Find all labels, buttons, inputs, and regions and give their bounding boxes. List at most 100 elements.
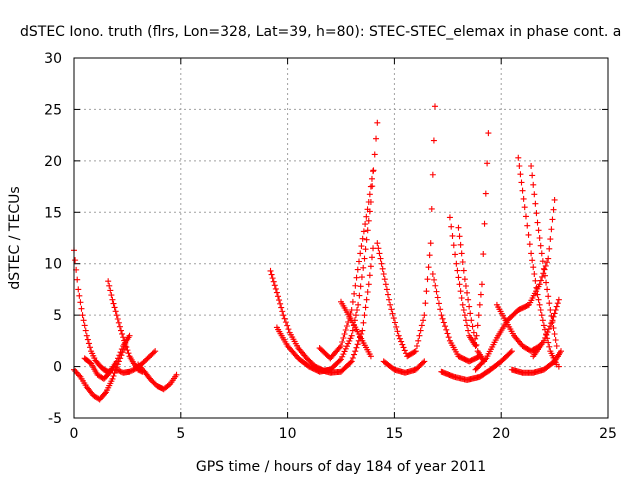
grid-layer	[74, 58, 608, 418]
data-point	[545, 339, 552, 346]
y-tick-label: -5	[48, 411, 62, 427]
data-point	[115, 355, 122, 362]
data-point	[388, 306, 395, 313]
data-point	[424, 276, 431, 283]
data-point	[455, 224, 462, 231]
data-point	[354, 341, 361, 348]
data-point	[152, 348, 159, 355]
data-point	[79, 312, 86, 319]
data-point	[383, 286, 390, 293]
series-8	[273, 119, 381, 375]
data-point	[452, 251, 459, 258]
data-point	[78, 305, 85, 312]
data-point	[363, 296, 370, 303]
data-point	[417, 327, 424, 334]
data-point	[473, 341, 480, 348]
data-point	[474, 322, 481, 329]
data-point	[484, 160, 491, 167]
data-point	[526, 241, 533, 248]
data-point	[464, 289, 471, 296]
data-point	[478, 281, 485, 288]
data-point	[518, 179, 525, 186]
data-point	[443, 326, 450, 333]
data-point	[115, 367, 122, 374]
data-point	[367, 183, 374, 190]
data-point	[352, 348, 359, 355]
data-point	[272, 285, 279, 292]
data-point	[482, 356, 489, 363]
data-point	[543, 259, 550, 266]
data-point	[362, 304, 369, 311]
data-point	[539, 317, 546, 324]
data-point	[360, 319, 367, 326]
y-tick-label: 0	[53, 360, 62, 376]
data-point	[363, 236, 370, 243]
data-point	[138, 365, 145, 372]
data-point	[121, 337, 128, 344]
data-point	[355, 301, 362, 308]
data-point	[541, 272, 548, 279]
data-point	[365, 281, 372, 288]
data-point	[519, 187, 526, 194]
data-point	[351, 290, 358, 297]
data-point	[274, 293, 281, 300]
data-point	[524, 222, 531, 229]
data-point	[461, 276, 468, 283]
data-point	[533, 210, 540, 217]
data-point	[342, 345, 349, 352]
data-point	[116, 352, 123, 359]
data-point	[554, 300, 561, 307]
data-point	[467, 310, 474, 317]
data-point	[425, 264, 432, 271]
data-point	[507, 349, 514, 356]
data-point	[137, 364, 144, 371]
data-point	[113, 312, 120, 319]
data-point	[531, 191, 538, 198]
data-point	[357, 250, 364, 257]
data-point	[375, 245, 382, 252]
data-point	[282, 319, 289, 326]
points-layer	[71, 103, 565, 403]
data-point	[413, 343, 420, 349]
data-point	[106, 282, 113, 289]
data-point	[270, 278, 277, 285]
series-15	[438, 348, 515, 383]
data-point	[341, 331, 348, 337]
data-point	[336, 357, 343, 364]
data-point	[540, 265, 547, 272]
series-16	[446, 130, 492, 349]
data-point	[456, 281, 463, 288]
data-point	[418, 322, 425, 329]
data-point	[529, 172, 536, 179]
data-point	[555, 363, 562, 370]
data-point	[117, 349, 124, 356]
data-point	[454, 267, 461, 274]
data-point	[543, 331, 550, 338]
data-point	[394, 328, 401, 335]
data-point	[537, 307, 544, 313]
x-tick-label: 15	[385, 426, 403, 442]
data-point	[80, 317, 87, 324]
data-point	[458, 295, 465, 301]
data-point	[460, 307, 467, 313]
data-point	[360, 264, 367, 271]
data-point	[422, 300, 429, 307]
data-point	[118, 346, 125, 353]
data-point	[534, 291, 541, 298]
data-point	[466, 303, 473, 310]
data-point	[362, 246, 369, 253]
data-point	[377, 255, 384, 262]
data-point	[525, 231, 532, 238]
data-point	[455, 274, 462, 281]
data-point	[444, 330, 451, 337]
series-6	[135, 361, 180, 393]
data-point	[398, 338, 405, 345]
data-point	[456, 233, 463, 240]
data-point	[354, 266, 361, 273]
data-point	[439, 315, 446, 322]
data-point	[352, 312, 359, 319]
data-point	[547, 323, 554, 330]
data-point	[386, 296, 393, 303]
data-point	[367, 263, 374, 270]
data-point	[461, 312, 468, 319]
